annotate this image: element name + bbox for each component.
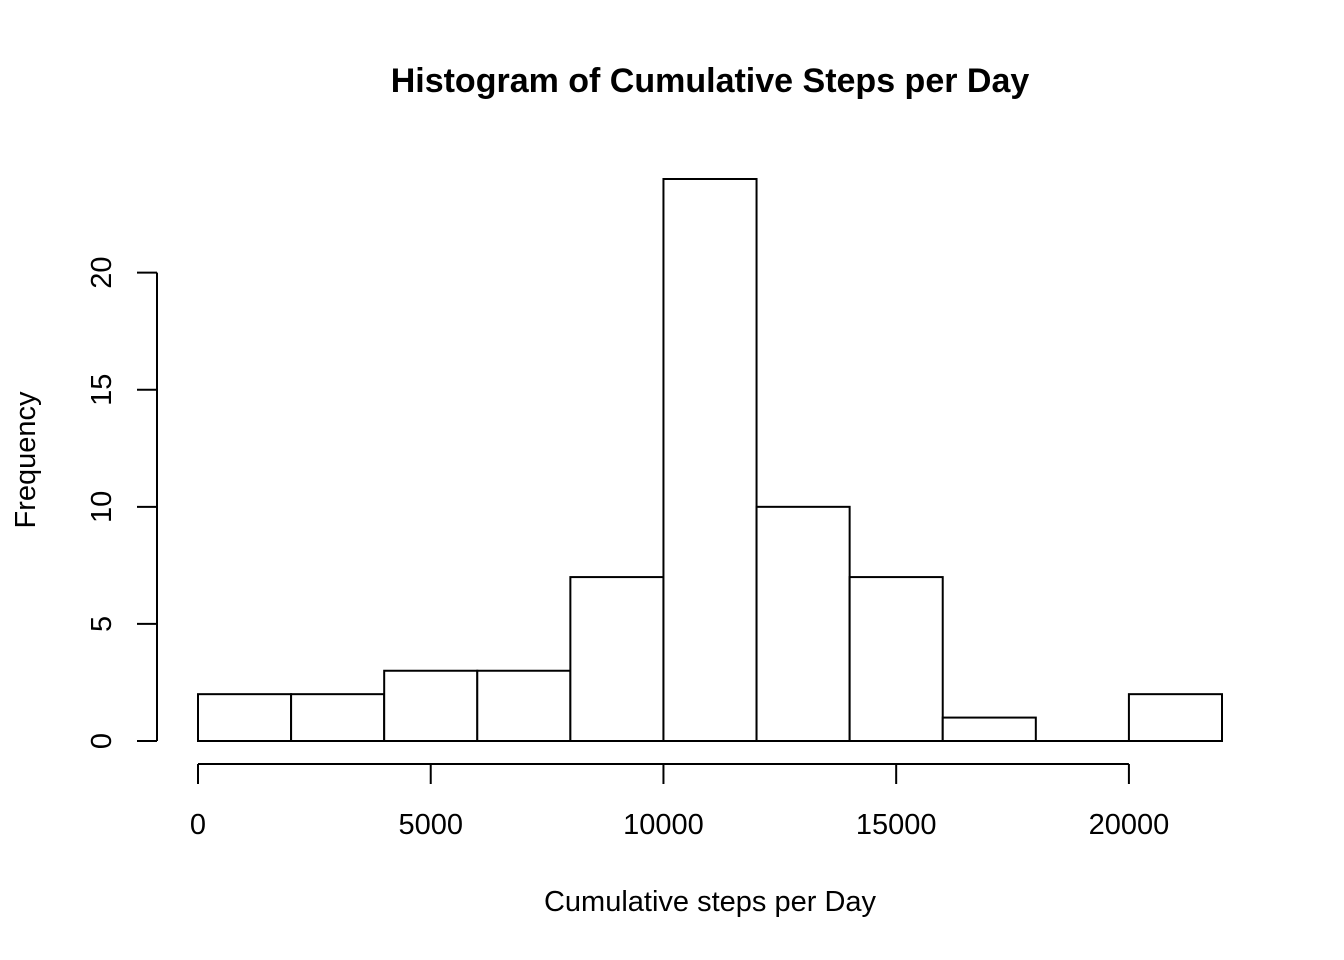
histogram-bar — [755, 505, 851, 743]
chart-title: Histogram of Cumulative Steps per Day — [391, 62, 1030, 100]
y-tick-label: 20 — [86, 257, 118, 289]
x-axis: 0 5000 10000 15000 20000 — [190, 763, 1170, 841]
x-tick-label: 20000 — [1089, 809, 1170, 841]
x-tick-label: 5000 — [398, 809, 463, 841]
bars-group — [197, 178, 1223, 743]
histogram-bar — [941, 716, 1037, 742]
y-tick-label: 15 — [86, 374, 118, 406]
histogram-bar — [662, 178, 758, 742]
histogram-bar — [197, 693, 293, 743]
x-tick-label: 0 — [190, 809, 206, 841]
x-tick-label: 15000 — [856, 809, 937, 841]
y-tick-label: 10 — [86, 491, 118, 523]
histogram-bar — [848, 576, 944, 742]
y-axis: 0 5 10 15 20 — [86, 257, 158, 749]
histogram-bar — [383, 669, 479, 742]
histogram-bar — [1127, 693, 1223, 743]
y-tick-label: 0 — [86, 733, 118, 749]
y-tick-label: 5 — [86, 616, 118, 632]
histogram-bar — [290, 693, 386, 743]
histogram-bar — [569, 576, 665, 742]
x-axis-label: Cumulative steps per Day — [544, 886, 877, 918]
histogram-bar — [476, 669, 572, 742]
y-axis-label: Frequency — [10, 391, 42, 529]
x-tick-label: 10000 — [623, 809, 704, 841]
